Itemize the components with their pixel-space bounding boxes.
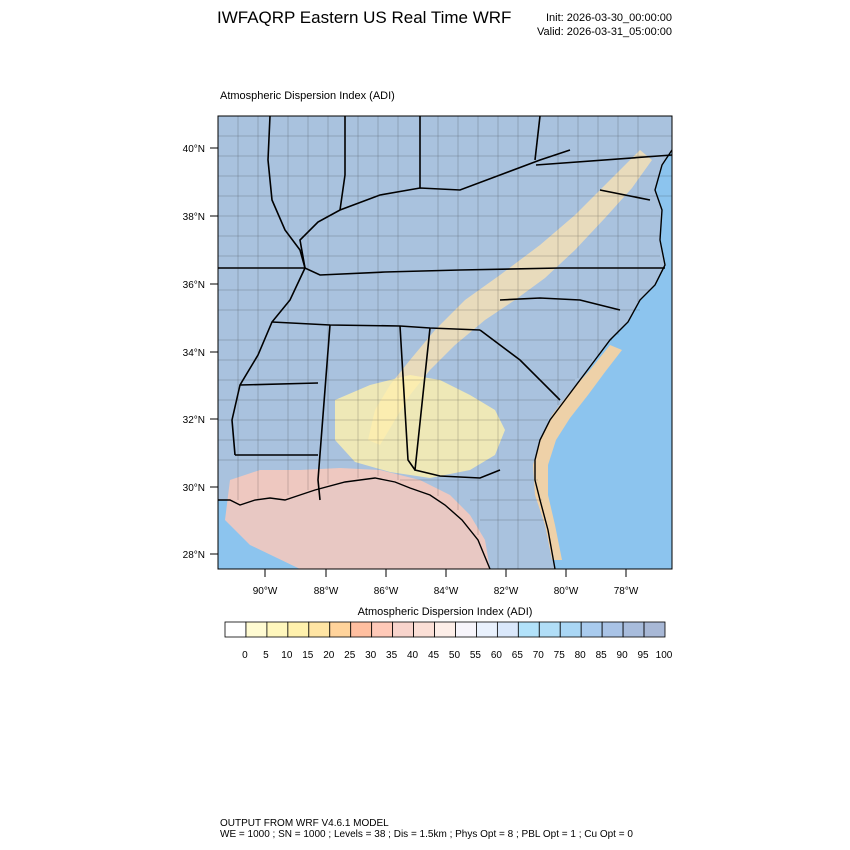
colorbar-swatch — [496, 621, 519, 638]
appalachian-band — [368, 150, 652, 445]
lon-label: 78°W — [614, 586, 639, 597]
footer-model-line: OUTPUT FROM WRF V4.6.1 MODEL — [220, 818, 389, 829]
colorbar-label: 10 — [281, 650, 293, 661]
state-boundaries — [218, 116, 672, 501]
map-area — [218, 116, 672, 569]
colorbar-swatch — [643, 621, 666, 638]
lon-label: 86°W — [374, 586, 399, 597]
lat-label: 28°N — [183, 550, 205, 561]
colorbar-title: Atmospheric Dispersion Index (ADI) — [357, 606, 533, 618]
colorbar-label: 100 — [656, 650, 673, 661]
map-frame — [217, 115, 673, 570]
colorbar-label: 20 — [323, 650, 335, 661]
colorbar-label: 85 — [596, 650, 608, 661]
colorbar-swatch — [266, 621, 289, 638]
coastline — [218, 149, 672, 569]
colorbar-swatch — [559, 621, 582, 638]
colorbar-swatch — [329, 621, 352, 638]
colorbar-swatch — [517, 621, 540, 638]
footer-config-line: WE = 1000 ; SN = 1000 ; Levels = 38 ; Di… — [220, 829, 633, 840]
latitude-axis: 40°N 38°N 36°N 34°N 32°N 30°N 28°N — [183, 144, 218, 561]
lon-label: 82°W — [494, 586, 519, 597]
colorbar-swatch — [287, 621, 310, 638]
colorbar-swatch — [413, 621, 435, 638]
colorbar-label: 55 — [470, 650, 482, 661]
county-lines — [218, 116, 672, 569]
init-time-label: Init: 2026-03-30_00:00:00 — [546, 12, 672, 24]
colorbar-label: 40 — [407, 650, 419, 661]
colorbar-label: 95 — [637, 650, 649, 661]
lat-label: 36°N — [183, 280, 205, 291]
colorbar-label: 60 — [491, 650, 503, 661]
lon-label: 80°W — [554, 586, 579, 597]
lat-label: 32°N — [183, 415, 205, 426]
colorbar-label: 0 — [242, 650, 248, 661]
lat-label: 34°N — [183, 348, 205, 359]
lon-label: 84°W — [434, 586, 459, 597]
valid-time-label: Valid: 2026-03-31_05:00:00 — [537, 26, 672, 38]
colorbar-swatch — [245, 621, 268, 638]
colorbar-label: 35 — [386, 650, 398, 661]
colorbar-label: 15 — [302, 650, 314, 661]
plot-title: Atmospheric Dispersion Index (ADI) — [220, 90, 395, 102]
lat-label: 30°N — [183, 483, 205, 494]
colorbar-label: 5 — [263, 650, 269, 661]
colorbar-swatch — [392, 621, 414, 638]
colorbar-swatch — [455, 621, 477, 638]
colorbar-label: 80 — [575, 650, 587, 661]
colorbar-swatch — [601, 621, 624, 638]
colorbar-swatch — [434, 621, 456, 638]
colorbar-label: 50 — [449, 650, 461, 661]
colorbar-swatch — [350, 621, 373, 638]
colorbar-label: 25 — [344, 650, 356, 661]
colorbar-swatch — [224, 621, 247, 638]
colorbar-label: 30 — [365, 650, 377, 661]
colorbar-label: 45 — [428, 650, 440, 661]
colorbar-swatch — [622, 621, 645, 638]
longitude-axis: 90°W 88°W 86°W 84°W 82°W 80°W 78°W — [253, 569, 639, 597]
colorbar-label: 75 — [554, 650, 566, 661]
coastal-band — [533, 345, 622, 560]
lat-label: 38°N — [183, 212, 205, 223]
main-title: IWFAQRP Eastern US Real Time WRF — [217, 8, 512, 27]
colorbar-swatch — [371, 621, 394, 638]
colorbar-label: 70 — [533, 650, 545, 661]
colorbar-swatch — [476, 621, 498, 638]
lon-label: 90°W — [253, 586, 278, 597]
colorbar-swatch — [538, 621, 561, 638]
colorbar-swatch — [580, 621, 603, 638]
colorbar-label: 90 — [617, 650, 629, 661]
lat-label: 40°N — [183, 144, 205, 155]
colorbar-swatch — [308, 621, 331, 638]
lon-label: 88°W — [314, 586, 339, 597]
colorbar: 0 5 10 15 20 25 30 35 40 45 50 55 60 65 70 75 80 85 90 95 10… — [224, 621, 673, 661]
colorbar-label: 65 — [512, 650, 524, 661]
